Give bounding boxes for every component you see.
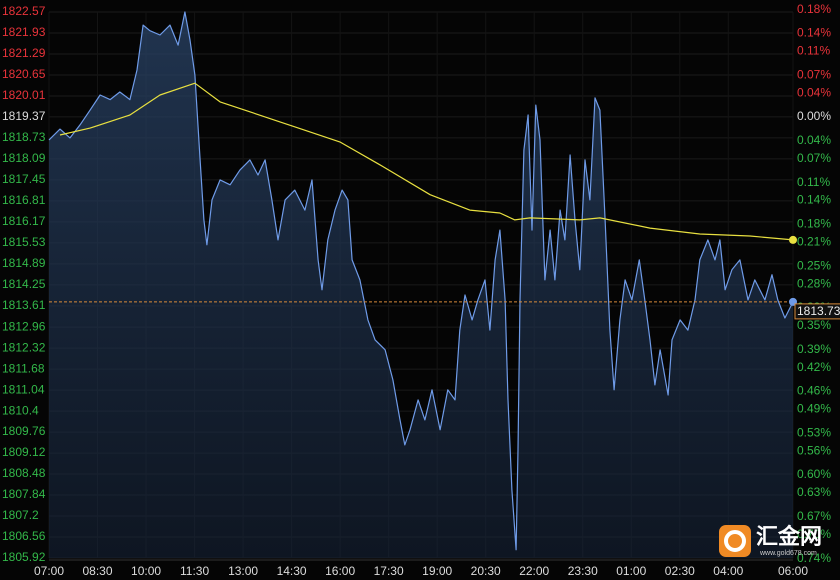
- y-tick-label: 1814.89: [2, 256, 46, 270]
- y-tick-label: 1811.04: [2, 382, 45, 396]
- y2-tick-label: 0.28%: [797, 276, 831, 290]
- price-area: [49, 12, 793, 558]
- y2-tick-label: 0.25%: [797, 258, 831, 272]
- y2-tick-label: 0.39%: [797, 342, 831, 356]
- y2-tick-label: 0.18%: [797, 217, 831, 231]
- y2-tick-label: 0.46%: [797, 384, 831, 398]
- x-tick-label: 19:00: [422, 564, 452, 578]
- end-dot: [789, 235, 797, 244]
- x-tick-label: 17:30: [374, 564, 404, 578]
- y2-tick-label: 0.11%: [797, 44, 830, 58]
- y-tick-label: 1812.96: [2, 319, 46, 333]
- y2-tick-label: 0.70%: [797, 527, 831, 541]
- x-tick-label: 14:30: [277, 564, 307, 578]
- y-tick-label: 1817.45: [2, 172, 46, 186]
- y-tick-label: 1814.25: [2, 277, 46, 291]
- x-tick-label: 04:00: [713, 564, 743, 578]
- y2-tick-label: 0.04%: [797, 85, 831, 99]
- y2-tick-label: 0.00%: [797, 109, 831, 123]
- y2-tick-label: 0.60%: [797, 467, 831, 481]
- x-tick-label: 06:00: [778, 564, 808, 578]
- y2-tick-label: 0.53%: [797, 425, 831, 439]
- y-tick-label: 1810.4: [2, 403, 39, 417]
- logo-ring: [724, 530, 746, 552]
- y-tick-label: 1815.53: [2, 235, 46, 249]
- watermark: 汇金网 www.gold678.com: [719, 524, 822, 557]
- y-tick-label: 1818.09: [2, 151, 46, 165]
- x-tick-label: 23:30: [568, 564, 598, 578]
- y2-tick-label: 0.49%: [797, 402, 831, 416]
- y-tick-label: 1807.84: [2, 487, 46, 501]
- y-tick-label: 1806.56: [2, 529, 46, 543]
- logo-icon: [719, 525, 751, 557]
- y2-tick-label: 0.63%: [797, 485, 831, 499]
- y-tick-label: 1822.57: [2, 4, 46, 18]
- y-tick-label: 1816.81: [2, 193, 46, 207]
- y-tick-label: 1819.37: [2, 109, 46, 123]
- y2-tick-label: 0.67%: [797, 509, 831, 523]
- y-tick-label: 1807.2: [2, 508, 39, 522]
- y2-tick-label: 0.56%: [797, 443, 831, 457]
- y2-tick-label: 0.35%: [797, 318, 831, 332]
- y2-tick-label: 0.42%: [797, 360, 831, 374]
- y2-tick-label: 0.14%: [797, 26, 831, 40]
- average-line: [59, 82, 794, 241]
- x-tick-label: 10:00: [131, 564, 161, 578]
- y-tick-label: 1812.32: [2, 340, 46, 354]
- y2-tick-label: 0.21%: [797, 235, 831, 249]
- last-price-box: [794, 303, 840, 320]
- x-tick-label: 08:30: [83, 564, 113, 578]
- y-tick-label: 1816.17: [2, 214, 46, 228]
- y-tick-label: 1809.12: [2, 445, 46, 459]
- x-tick-label: 01:00: [616, 564, 646, 578]
- x-tick-label: 20:30: [471, 564, 501, 578]
- last-price-label: 1813.73: [797, 304, 840, 318]
- y-tick-label: 1821.93: [2, 25, 46, 39]
- y2-tick-label: 0.74%: [797, 551, 831, 565]
- y-tick-label: 1820.65: [2, 67, 46, 81]
- y-tick-label: 1820.01: [2, 88, 46, 102]
- x-tick-label: 16:00: [325, 564, 355, 578]
- x-tick-label: 13:00: [228, 564, 258, 578]
- y-tick-label: 1818.73: [2, 130, 46, 144]
- y2-tick-label: 0.07%: [797, 67, 831, 81]
- y2-tick-label: 0.07%: [797, 151, 831, 165]
- logo-name: 汇金网: [756, 524, 822, 549]
- y-tick-label: 1808.48: [2, 466, 46, 480]
- price-line: [48, 11, 794, 551]
- y-tick-label: 1821.29: [2, 46, 46, 60]
- y-tick-label: 1813.61: [2, 298, 46, 312]
- x-tick-label: 07:00: [34, 564, 64, 578]
- logo-url: www.gold678.com: [759, 550, 817, 557]
- y-tick-label: 1809.76: [2, 424, 46, 438]
- y2-tick-label: 0.11%: [797, 175, 830, 189]
- y-tick-label: 1811.68: [2, 361, 45, 375]
- x-tick-label: 22:00: [519, 564, 549, 578]
- y2-tick-label: 0.14%: [797, 193, 831, 207]
- y2-tick-label: 0.04%: [797, 133, 831, 147]
- x-tick-label: 11:30: [180, 564, 209, 578]
- y-tick-label: 1805.92: [2, 550, 46, 564]
- y2-tick-label: 0.18%: [797, 2, 831, 16]
- x-tick-label: 02:30: [665, 564, 695, 578]
